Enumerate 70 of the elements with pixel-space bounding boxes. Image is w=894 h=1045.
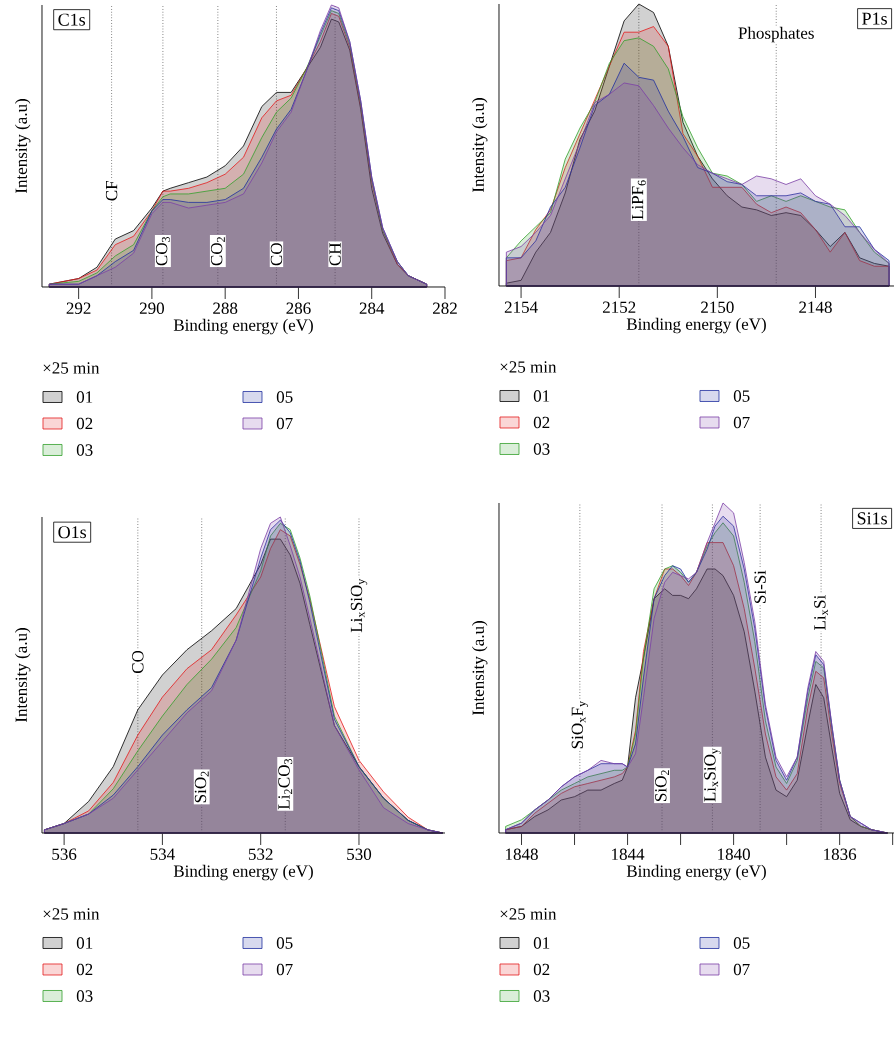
legend-label: 02: [76, 963, 93, 976]
legend-label: 01: [533, 390, 550, 402]
legend-title: ×25 min: [500, 908, 557, 920]
x-tick-label: 286: [286, 302, 311, 315]
chart-title: C1s: [58, 13, 86, 26]
annotation: SiO$_{2}$: [655, 770, 669, 801]
x-tick-label: 290: [139, 302, 165, 315]
legend-label: 03: [533, 990, 550, 1002]
annotation: SiO$_{x}$F$_{y}$: [571, 701, 589, 749]
x-tick-label: 2152: [602, 301, 636, 313]
x-tick-label: 530: [347, 848, 372, 861]
legend-label: 01: [76, 937, 93, 949]
legend-label: 01: [533, 937, 550, 949]
annotation: CF: [105, 181, 118, 201]
y-axis-title: Intensity (a.u): [472, 98, 488, 193]
x-tick-label: 282: [432, 302, 457, 315]
x-tick-label: 1836: [824, 848, 857, 861]
annotation: Si-Si: [754, 570, 766, 603]
legend-title: ×25 min: [500, 361, 557, 373]
x-tick-label: 284: [359, 302, 385, 315]
x-tick-label: 288: [213, 302, 238, 315]
annotation: CO$_{2}$: [210, 237, 225, 266]
legend-title: ×25 min: [43, 362, 100, 374]
annotation: CO$_{3}$: [155, 236, 170, 266]
x-axis-title: Binding energy (eV): [173, 318, 313, 335]
y-axis-title: Intensity (a.u): [472, 621, 488, 716]
annotation: CH: [329, 242, 341, 266]
annotation: LiPF$_{6}$: [631, 180, 646, 220]
legend-label: 05: [733, 390, 750, 402]
x-tick-label: 2148: [799, 301, 832, 314]
x-tick-label: 534: [150, 848, 175, 860]
x-axis-title: Binding energy (eV): [173, 864, 313, 881]
legend-label: 03: [76, 990, 93, 1002]
y-axis-title: Intensity (a.u): [15, 99, 31, 194]
annotation: Li$_{x}$SiO$_{y}$: [350, 578, 368, 633]
annotation: SiO$_{2}$: [194, 771, 209, 803]
legend-label: 02: [76, 417, 93, 430]
legend-label: 01: [76, 391, 93, 403]
legend-label: 07: [276, 417, 293, 430]
legend-label: 05: [733, 937, 750, 949]
chart-title: P1s: [862, 12, 887, 25]
x-tick-label: 1844: [612, 848, 645, 861]
x-tick-label: 2150: [701, 301, 734, 314]
chart-title: Si1s: [857, 512, 887, 525]
legend-label: 02: [533, 963, 550, 976]
y-axis-title: Intensity (a.u): [15, 628, 31, 723]
legend-label: 07: [733, 963, 750, 976]
legend-label: 05: [276, 391, 293, 403]
x-tick-label: 532: [248, 848, 273, 860]
x-tick-label: 292: [66, 302, 91, 314]
x-tick-label: 1848: [506, 848, 538, 861]
legend-label: 07: [276, 963, 293, 976]
legend-label: 03: [533, 443, 550, 455]
legend-label: 07: [733, 416, 750, 429]
x-tick-label: 2154: [504, 301, 538, 313]
x-tick-label: 1840: [718, 848, 750, 861]
annotation: CO: [132, 650, 144, 674]
legend-title: ×25 min: [43, 908, 100, 920]
legend-label: 02: [533, 416, 550, 429]
annotation: Li$_{x}$SiO$_{y}$: [704, 748, 721, 802]
chart-title: O1s: [58, 526, 87, 539]
legend-label: 03: [76, 444, 93, 456]
legend-label: 05: [276, 937, 293, 949]
annotation: Li$_{2}$CO$_{3}$: [278, 759, 293, 810]
annotation: CO: [270, 243, 283, 266]
x-tick-label: 536: [52, 848, 77, 860]
x-axis-title: Binding energy (eV): [626, 317, 766, 334]
x-axis-title: Binding energy (eV): [626, 864, 766, 881]
ref-line-label: Phosphates: [738, 26, 814, 43]
annotation: Li$_{x}$Si: [814, 595, 829, 631]
